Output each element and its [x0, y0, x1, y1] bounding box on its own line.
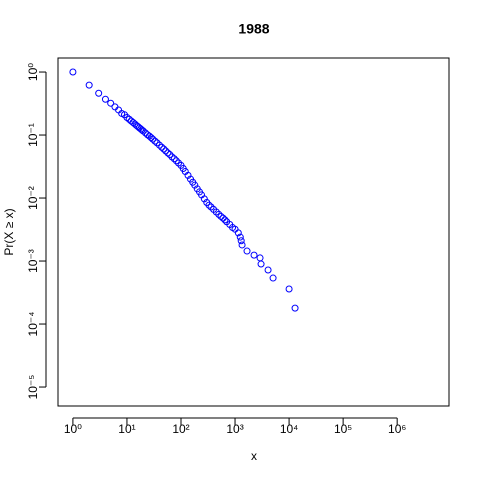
x-tick-label: 10⁴	[280, 422, 299, 436]
point	[170, 155, 178, 163]
point	[237, 237, 245, 245]
point	[205, 201, 213, 209]
x-tick-label: 10²	[172, 422, 189, 436]
point	[69, 68, 77, 76]
y-tick-label: 10⁻³	[26, 249, 40, 273]
point	[164, 149, 172, 157]
y-tick-label: 10⁻⁵	[26, 375, 40, 400]
point	[285, 285, 293, 293]
point	[151, 137, 159, 145]
y-tick-label: 10⁻¹	[26, 123, 40, 147]
x-tick-label: 10⁰	[64, 422, 82, 436]
y-tick-label: 10⁻²	[26, 186, 40, 210]
point	[147, 134, 155, 142]
point	[166, 151, 174, 159]
point	[107, 99, 115, 107]
point	[236, 233, 244, 241]
point	[243, 247, 251, 255]
x-tick-label: 10⁵	[334, 422, 352, 436]
point	[291, 304, 299, 312]
point	[219, 214, 227, 222]
point	[234, 229, 242, 237]
point	[158, 143, 166, 151]
point	[149, 135, 157, 143]
point	[217, 212, 225, 220]
point	[85, 81, 93, 89]
point	[269, 274, 277, 282]
y-tick-label: 10⁻⁴	[26, 312, 40, 337]
point	[215, 210, 223, 218]
x-tick-label: 10³	[226, 422, 243, 436]
plot-box	[57, 57, 450, 407]
y-tick-label: 10⁰	[26, 63, 40, 81]
x-tick-label: 10¹	[118, 422, 135, 436]
point	[172, 157, 180, 165]
point	[250, 251, 258, 259]
point	[162, 147, 170, 155]
point	[101, 95, 109, 103]
point	[139, 127, 147, 135]
point	[123, 113, 131, 121]
chart-title: 1988	[238, 21, 269, 37]
point	[221, 216, 229, 224]
point	[264, 266, 272, 274]
point	[160, 145, 168, 153]
y-axis-label: Pr(X ≥ x)	[2, 208, 16, 255]
point	[168, 153, 176, 161]
x-tick-label: 10⁶	[388, 422, 406, 436]
point	[238, 241, 246, 249]
point	[95, 89, 103, 97]
point	[257, 260, 265, 268]
point	[155, 141, 163, 149]
x-axis-label: x	[251, 449, 257, 463]
